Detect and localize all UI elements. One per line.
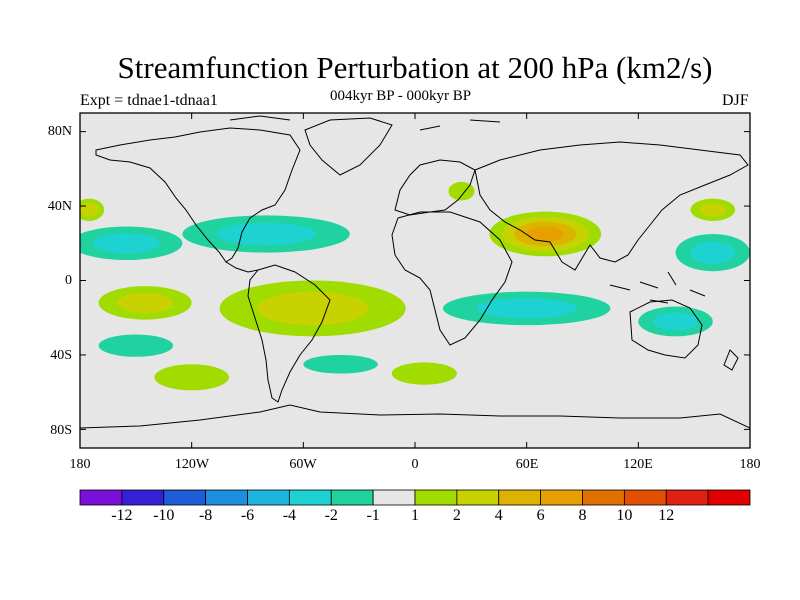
coastline-africa xyxy=(391,211,513,346)
colorbar-box xyxy=(79,489,123,506)
colorbar-box xyxy=(121,489,165,506)
contour-region xyxy=(215,222,317,246)
coastlines xyxy=(80,115,750,429)
contour-region xyxy=(653,312,698,331)
lat-tick-label: 0 xyxy=(65,273,72,288)
coastline-central-america xyxy=(225,261,259,273)
contour-region xyxy=(448,181,475,201)
colorbar-box xyxy=(582,489,625,506)
colorbar-label: -1 xyxy=(366,507,380,524)
lon-tick-label: 60W xyxy=(289,457,317,472)
colorbar-label: -2 xyxy=(324,507,338,524)
lat-tick-label: 40S xyxy=(50,348,72,363)
colorbar-label: -10 xyxy=(153,507,175,524)
season-label: DJF xyxy=(722,92,749,109)
colorbar-label: 8 xyxy=(578,507,587,524)
contour-region xyxy=(256,291,369,326)
lon-tick-label: 120E xyxy=(623,457,653,472)
contour-region xyxy=(476,298,577,319)
subtitle: 004kyr BP - 000kyr BP xyxy=(330,88,472,104)
coastline-new-zealand xyxy=(723,349,739,371)
colorbar-label: -4 xyxy=(282,507,297,524)
coastline-australia xyxy=(629,299,703,359)
colorbar-box xyxy=(414,489,458,506)
colorbar-box xyxy=(330,489,374,506)
contour-region xyxy=(93,233,161,254)
contour-region xyxy=(98,334,174,357)
page-title: Streamfunction Perturbation at 200 hPa (… xyxy=(117,50,713,85)
lon-tick-label: 180 xyxy=(739,457,761,472)
contour-region xyxy=(391,362,457,385)
colorbar-box xyxy=(665,489,709,506)
contour-region xyxy=(117,292,174,313)
colorbar-box xyxy=(498,489,542,506)
colorbar-label: 2 xyxy=(452,507,461,524)
lon-tick-label: 180 xyxy=(69,457,91,472)
colorbar-box xyxy=(456,489,500,506)
lat-tick-label: 40N xyxy=(47,199,72,214)
contour-fields xyxy=(80,181,750,391)
contour-region xyxy=(690,241,736,264)
colorbar-label: 4 xyxy=(494,507,503,524)
experiment-label: Expt = tdnae1-tdnaa1 xyxy=(80,92,218,109)
lat-tick-label: 80N xyxy=(47,124,72,139)
coastline-antarctica xyxy=(80,404,750,429)
colorbar-box xyxy=(372,489,416,506)
colorbar-box xyxy=(205,489,248,506)
contour-region xyxy=(303,354,378,374)
colorbar-box xyxy=(163,489,207,506)
colorbar-label: -12 xyxy=(111,507,133,524)
colorbar-box xyxy=(247,489,290,506)
colorbar-label: 6 xyxy=(536,507,545,524)
coastline-arctic-islands xyxy=(229,115,501,131)
plot-background xyxy=(80,113,750,448)
colorbar-label: -6 xyxy=(240,507,255,524)
colorbar-box xyxy=(540,489,583,506)
contour-region xyxy=(154,364,229,391)
colorbar-label: 1 xyxy=(411,507,419,524)
colorbar-box xyxy=(707,489,751,506)
colorbar-label: 12 xyxy=(658,507,675,524)
contour-region xyxy=(526,226,564,242)
coastline-south-america xyxy=(247,264,331,403)
colorbar xyxy=(79,489,751,506)
colorbar-box xyxy=(623,489,667,506)
lon-tick-label: 60E xyxy=(515,457,539,472)
axis-ticks xyxy=(79,113,751,448)
lon-tick-label: 0 xyxy=(411,457,419,472)
coastline-north-america xyxy=(95,127,301,263)
contour-region xyxy=(80,203,99,217)
colorbar-label: 10 xyxy=(616,507,633,524)
contour-region xyxy=(699,203,727,217)
coastline-asia xyxy=(474,141,749,271)
lon-tick-label: 120W xyxy=(174,457,210,472)
colorbar-box xyxy=(288,489,332,506)
coastline-greenland xyxy=(304,117,393,176)
lat-tick-label: 80S xyxy=(50,423,72,438)
colorbar-label: -8 xyxy=(198,507,213,524)
